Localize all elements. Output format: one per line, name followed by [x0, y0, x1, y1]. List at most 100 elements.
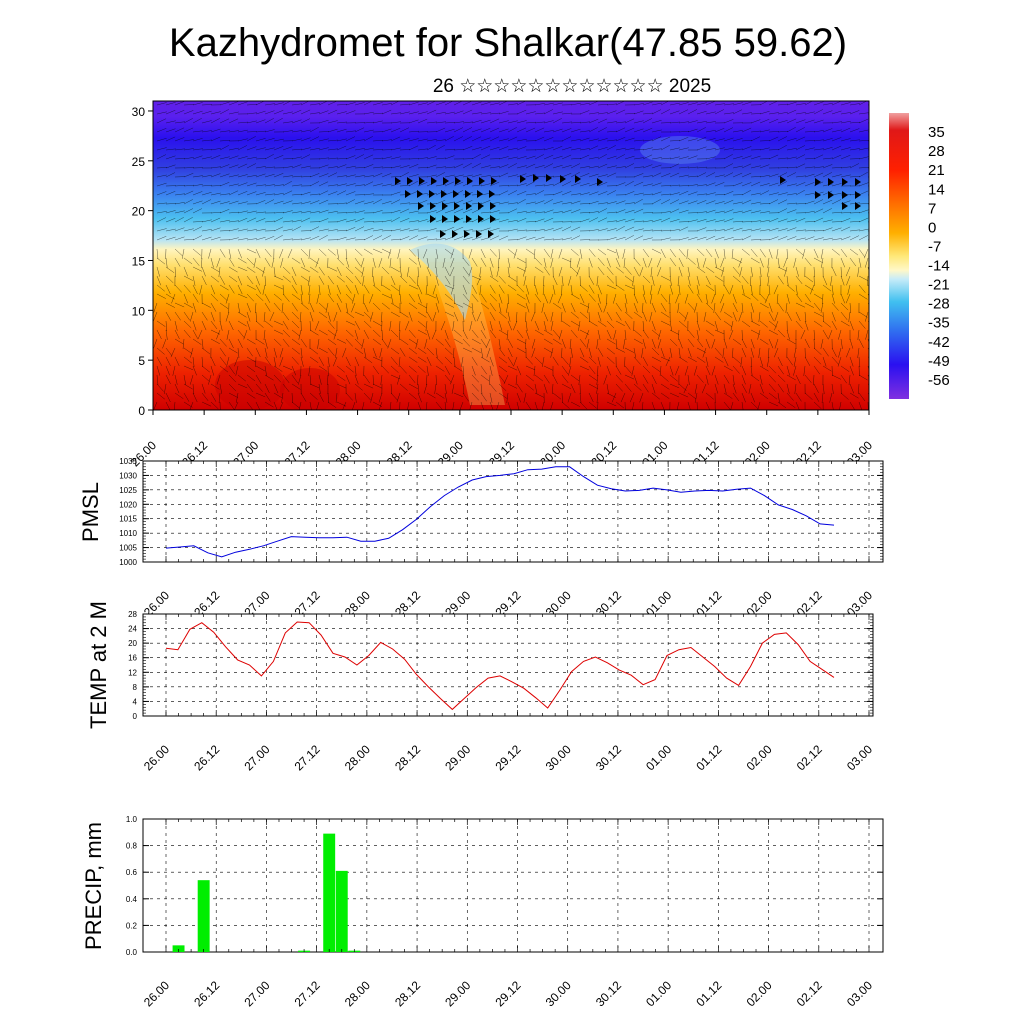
wind-barb — [813, 130, 824, 133]
wind-barb — [381, 338, 388, 348]
wind-barb — [399, 320, 401, 331]
wind-barb — [579, 311, 588, 319]
wind-barb — [795, 311, 801, 322]
wind-barb — [570, 284, 573, 295]
wind-barb — [723, 209, 734, 214]
wind-barb — [450, 257, 455, 268]
wind-barb — [444, 136, 454, 142]
wind-barb — [426, 139, 437, 142]
precip-bar — [197, 880, 210, 952]
wind-barb — [579, 130, 590, 133]
wind-barb — [858, 112, 869, 115]
wind-barb — [291, 293, 301, 301]
colorbar — [889, 113, 909, 399]
wind-barb — [642, 320, 645, 331]
wind-barb — [336, 111, 347, 115]
wind-barb — [660, 193, 671, 196]
wind-barb — [795, 284, 798, 295]
wind-barb — [678, 226, 689, 232]
wind-barb — [750, 275, 752, 286]
wind-barb — [291, 138, 302, 142]
wind-barb — [795, 136, 806, 142]
wind-barb — [777, 257, 780, 268]
wind-barb — [228, 365, 235, 375]
wind-barb — [300, 217, 311, 223]
wind-barb — [425, 320, 428, 331]
wind-barb — [486, 347, 491, 358]
wind-barb — [309, 181, 320, 187]
wind-barb — [525, 284, 530, 295]
wind-barb — [192, 221, 203, 223]
x-tick-label: 28.00 — [342, 742, 373, 773]
chart-title: Kazhydromet for Shalkar(47.85 59.62) — [169, 21, 847, 65]
strong-barb — [405, 190, 411, 198]
wind-barb — [219, 302, 229, 309]
wind-barb — [800, 329, 806, 340]
wind-barb — [408, 347, 418, 355]
wind-barb — [201, 383, 206, 394]
temp-ylabel: TEMP at 2 M — [86, 601, 111, 729]
wind-barb — [579, 212, 590, 214]
wind-barb — [813, 329, 815, 340]
wind-barb — [480, 165, 491, 169]
wind-barb — [489, 293, 498, 302]
wind-barb — [534, 236, 545, 241]
wind-barb — [696, 248, 705, 257]
wind-barb — [543, 154, 554, 160]
wind-barb — [741, 275, 749, 284]
wind-barb — [363, 181, 374, 187]
colorbar-label: 14 — [928, 181, 945, 198]
wind-barb — [840, 166, 851, 169]
wind-barb — [777, 329, 786, 338]
wind-barb — [534, 148, 545, 151]
wind-barb — [561, 121, 572, 124]
wind-barb — [795, 154, 806, 160]
wind-barb — [426, 121, 437, 124]
wind-barb — [208, 248, 212, 259]
wind-barb — [237, 311, 247, 318]
wind-barb — [165, 203, 176, 205]
wind-barb — [552, 275, 558, 286]
wind-barb — [237, 182, 248, 187]
wind-barb — [820, 338, 824, 349]
wind-barb — [615, 266, 624, 274]
wind-barb — [390, 183, 401, 187]
wind-barb — [300, 210, 311, 214]
wind-barb — [327, 356, 330, 367]
wind-barb — [759, 302, 769, 309]
wind-barb — [767, 266, 770, 277]
wind-barb — [750, 356, 753, 367]
wind-barb — [750, 119, 761, 124]
wind-barb — [489, 127, 500, 133]
x-tick-label: 30.12 — [593, 978, 624, 1009]
wind-barb — [435, 266, 438, 277]
wind-barb — [345, 183, 356, 187]
wind-barb — [480, 392, 487, 402]
wind-barb — [596, 392, 599, 403]
wind-barb — [444, 148, 455, 151]
wind-barb — [327, 210, 338, 214]
wind-barb — [705, 156, 716, 160]
wind-barb — [624, 311, 633, 319]
wind-barb — [651, 320, 656, 331]
wind-barb — [264, 302, 271, 312]
wind-barb — [534, 257, 543, 266]
wind-barb — [246, 392, 256, 399]
wind-barb — [408, 228, 419, 232]
wind-barb — [255, 266, 265, 273]
wind-barb — [174, 392, 184, 399]
wind-barb — [237, 238, 248, 241]
wind-barb — [453, 392, 464, 398]
wind-barb — [615, 109, 626, 115]
wind-barb — [156, 356, 162, 366]
wind-barb — [309, 257, 319, 264]
wind-barb — [435, 172, 445, 178]
wind-barb — [678, 284, 681, 295]
wind-barb — [795, 127, 805, 133]
wind-barb — [390, 383, 393, 394]
wind-barb — [687, 138, 698, 142]
wind-barb — [398, 356, 401, 367]
wind-barb — [865, 329, 869, 340]
wind-barb — [452, 401, 455, 410]
